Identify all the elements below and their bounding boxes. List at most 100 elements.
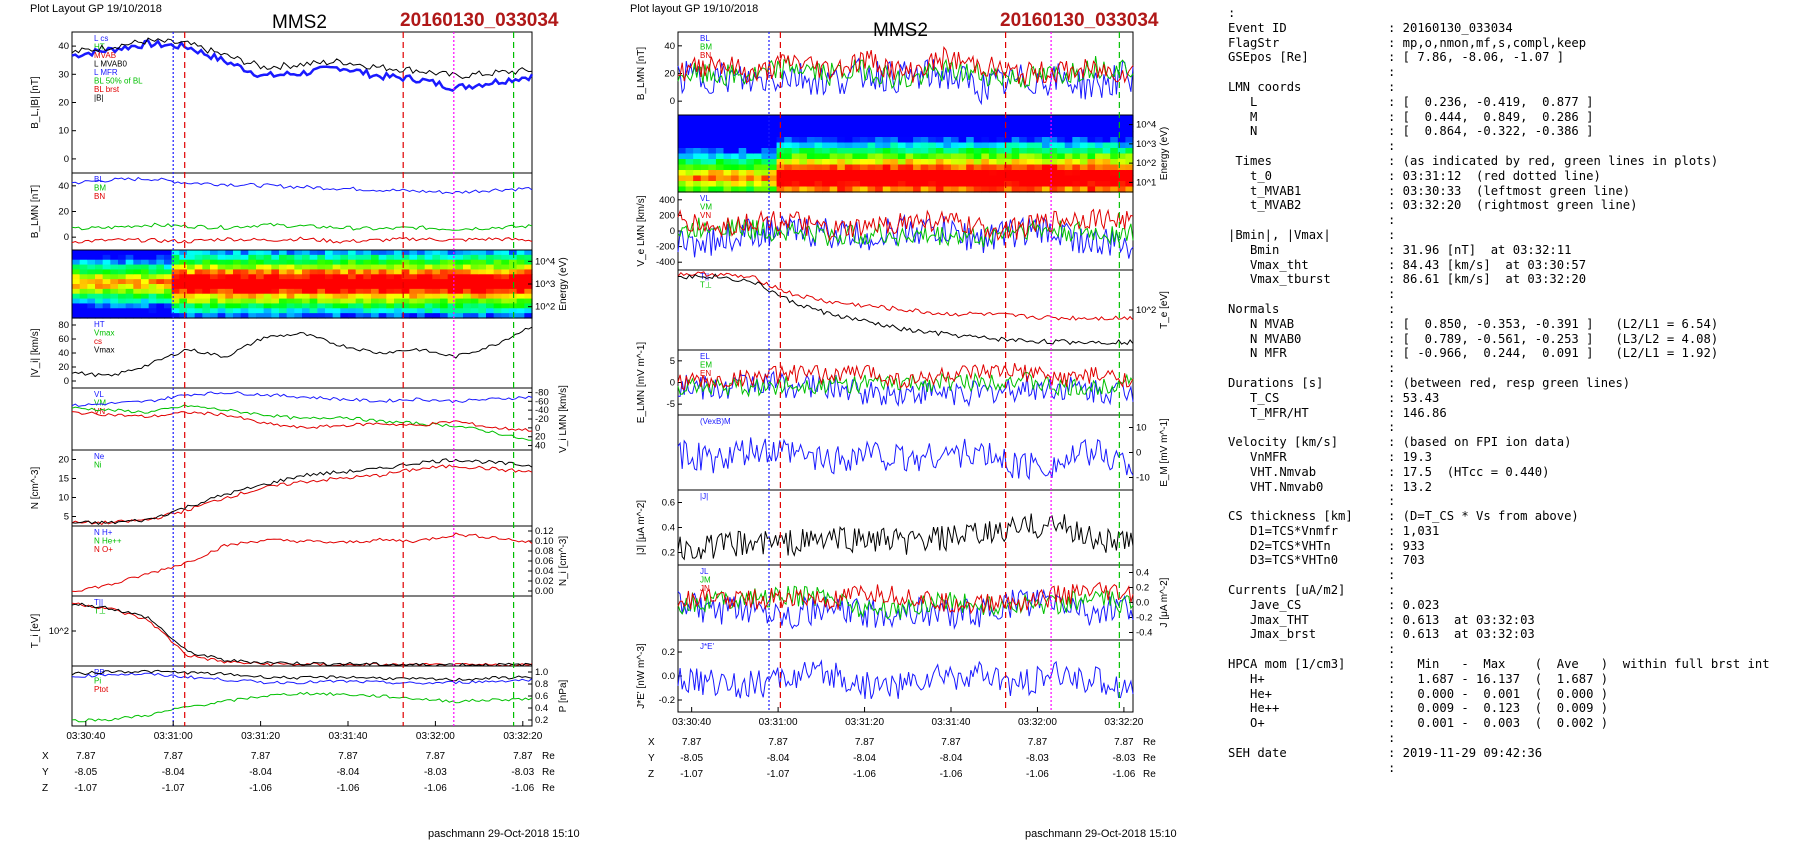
spectrogram-cell (685, 126, 694, 133)
spectrogram-cell (417, 284, 426, 290)
spectrogram-cell (394, 250, 403, 256)
spectrogram-cell (806, 142, 816, 149)
spectrogram-cell (708, 164, 717, 171)
spectrogram-cell (852, 131, 861, 138)
y-tick-label: 40 (664, 41, 675, 52)
spectrogram-cell (378, 259, 387, 266)
spectrogram-cell (784, 181, 793, 188)
spectrogram-cell (317, 279, 326, 285)
spectrogram-cell (1004, 153, 1013, 160)
spectrogram-cell (678, 142, 687, 149)
spectrogram-cell (118, 284, 127, 290)
legend-entry: BL brst (94, 85, 120, 94)
spectrogram-cell (746, 142, 755, 149)
spectrogram-cell (179, 284, 188, 290)
spectrogram-cell (263, 313, 272, 319)
legend-entry: JM (700, 576, 711, 585)
ephemeris-value: -8.04 (767, 753, 790, 764)
spectrogram-cell (233, 313, 242, 319)
spectrogram-cell (738, 115, 747, 122)
x-tick-label: 03:32:00 (1018, 717, 1057, 728)
ephemeris-value: -8.03 (424, 767, 447, 778)
legend-entry: Ne (94, 452, 105, 461)
y-tick-label: 0 (64, 232, 69, 243)
spectrogram-cell (309, 250, 318, 256)
spectrogram-cell (325, 308, 334, 314)
spectrogram-cell (141, 274, 150, 280)
spectrogram-cell (1095, 137, 1104, 144)
spectrogram-cell (125, 293, 134, 300)
spectrogram-cell (371, 303, 380, 309)
series-line (677, 273, 1134, 346)
spectrogram-cell (738, 181, 747, 188)
spectrogram-cell (363, 269, 372, 275)
y-tick-label: 40 (535, 441, 546, 452)
spectrogram-cell (753, 181, 763, 188)
spectrogram-cell (394, 274, 403, 280)
spectrogram-cell (1064, 164, 1073, 171)
info-row: HPCA mom [1/cm3]: Min - Max ( Ave ) with… (1228, 657, 1770, 672)
spectrogram-cell (890, 175, 899, 182)
spectrogram-cell (102, 313, 111, 319)
spectrogram-cell (309, 303, 318, 309)
spectrogram-cell (386, 254, 395, 261)
spectrogram-cell (1019, 186, 1028, 193)
spectrogram-cell (371, 288, 380, 295)
spectrogram-cell (187, 293, 196, 300)
info-value: : (between red, resp green lines) (1388, 375, 1631, 390)
spectrogram-cell (1049, 131, 1058, 138)
legend-entry: PB (94, 668, 105, 677)
info-row: D1=TCS*Vnmfr: 1,031 (1228, 524, 1770, 539)
spectrogram-cell (685, 186, 694, 193)
legend-entry: T|| (700, 272, 709, 281)
spectrogram-cell (761, 126, 770, 133)
spectrogram-cell (1049, 115, 1058, 122)
spectrogram-cell (1079, 137, 1089, 144)
spectrogram-cell (822, 153, 831, 160)
spectrogram-cell (731, 159, 740, 166)
spectrogram-cell (516, 288, 525, 295)
info-key: O+ (1228, 716, 1265, 731)
info-row: Times: (as indicated by red, green lines… (1228, 154, 1770, 169)
spectrogram-cell (432, 284, 441, 290)
spectrogram-cell (302, 308, 311, 314)
spectrogram-cell (148, 254, 157, 261)
spectrogram-cell (286, 298, 295, 305)
spectrogram-cell (417, 250, 426, 256)
spectrogram-cell (715, 170, 725, 177)
legend-entry: JN (700, 584, 710, 593)
spectrogram-cell (118, 293, 127, 300)
spectrogram-cell (355, 279, 364, 285)
spectrogram-cell (233, 308, 242, 314)
spectrogram-cell (363, 293, 372, 300)
spectrogram-cell (516, 308, 525, 314)
spectrogram-cell (141, 303, 150, 309)
spectrogram-cell (240, 274, 249, 280)
spectrogram-cell (501, 308, 510, 314)
spectrogram-cell (882, 153, 891, 160)
spectrogram-cell (1042, 153, 1051, 160)
spectrogram-cell (455, 298, 464, 305)
spectrogram-cell (72, 303, 81, 309)
spectrogram-cell (171, 259, 180, 266)
spectrogram-cell (837, 164, 846, 171)
spectrogram-cell (988, 120, 998, 127)
spectrogram-cell (125, 284, 134, 290)
y-tick-label: -20 (535, 414, 549, 425)
spectrogram-cell (1026, 153, 1036, 160)
spectrogram-cell (973, 131, 982, 138)
legend-entry: J*E' (700, 642, 714, 651)
spectrogram-cell (928, 159, 937, 166)
spectrogram-cell (913, 181, 922, 188)
spectrogram-cell (210, 303, 219, 309)
info-row: : (1228, 642, 1770, 657)
spectrogram-cell (1026, 164, 1036, 171)
spectrogram-cell (110, 254, 119, 261)
spectrogram-cell (509, 279, 518, 285)
spectrogram-cell (455, 293, 464, 300)
spectrogram-cell (417, 279, 426, 285)
spectrogram-cell (371, 264, 380, 271)
info-row: : (1228, 361, 1770, 376)
spectrogram-cell (95, 259, 104, 266)
spectrogram-cell (799, 186, 808, 193)
